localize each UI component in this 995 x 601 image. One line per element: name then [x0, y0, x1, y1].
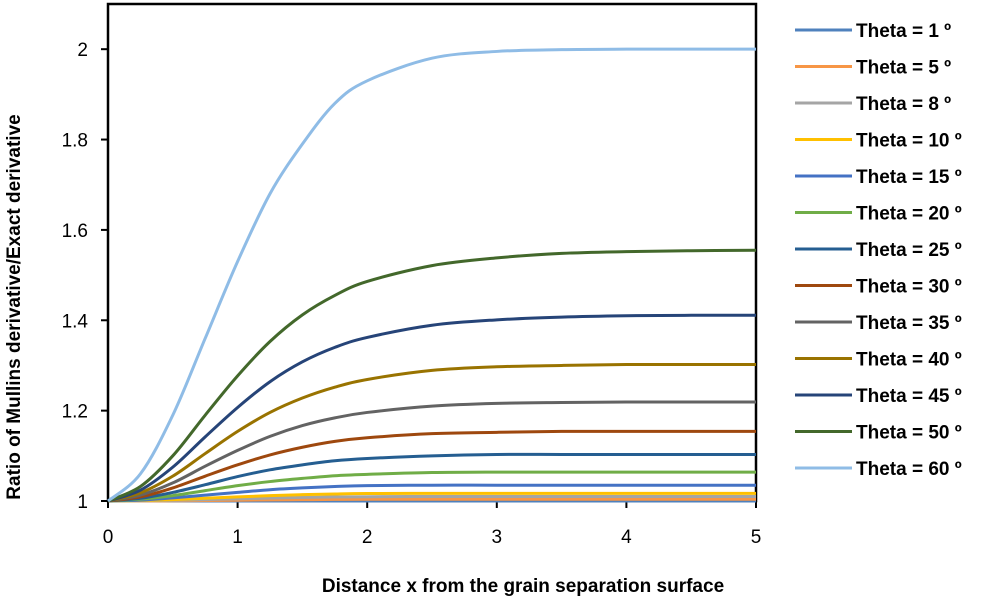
x-tick-label: 4 [621, 527, 632, 548]
series-line [107, 470, 756, 503]
legend-label: Theta = 8 º [856, 94, 951, 115]
x-tick-label: 5 [751, 527, 762, 548]
x-tick-label: 2 [362, 527, 373, 548]
legend-label: Theta = 1 º [856, 21, 951, 42]
x-axis-title: Distance x from the grain separation sur… [322, 576, 724, 597]
series-line [107, 452, 756, 503]
legend-label: Theta = 40 º [856, 350, 962, 371]
x-axis-ticks: 0 1 2 3 4 5 [103, 501, 762, 548]
y-tick-label: 1.4 [62, 311, 89, 332]
legend-label: Theta = 20 º [856, 204, 962, 225]
series-line [107, 313, 757, 503]
legend-label: Theta = 10 º [856, 131, 962, 152]
legend-label: Theta = 45 º [856, 386, 962, 407]
legend-label: Theta = 5 º [856, 58, 951, 79]
legend-label: Theta = 50 º [856, 423, 962, 444]
series-lines [107, 47, 757, 503]
legend-label: Theta = 30 º [856, 277, 962, 298]
y-tick-label: 1.6 [62, 221, 88, 242]
series-line [107, 248, 757, 503]
y-tick-label: 1 [77, 492, 88, 513]
series-line [107, 483, 756, 503]
y-tick-label: 1.2 [62, 402, 88, 423]
series-line [107, 47, 756, 503]
x-tick-label: 1 [232, 527, 243, 548]
legend-label: Theta = 15 º [856, 167, 962, 188]
y-axis-title: Ratio of Mullins derivative/Exact deriva… [4, 114, 25, 499]
x-tick-label: 3 [492, 527, 503, 548]
series-line [107, 400, 756, 503]
y-tick-label: 1.8 [62, 131, 88, 152]
series-line [107, 429, 756, 503]
legend-label: Theta = 60 º [856, 459, 962, 480]
series-line [107, 491, 756, 503]
y-tick-label: 2 [77, 40, 88, 61]
y-axis-ticks: 1 1.2 1.4 1.6 1.8 2 [62, 40, 108, 513]
series-line [107, 362, 756, 503]
legend-label: Theta = 25 º [856, 240, 962, 261]
legend: Theta = 1 º Theta = 5 º Theta = 8 º Theta =… [795, 21, 962, 480]
x-tick-label: 0 [103, 527, 114, 548]
legend-label: Theta = 35 º [856, 313, 962, 334]
